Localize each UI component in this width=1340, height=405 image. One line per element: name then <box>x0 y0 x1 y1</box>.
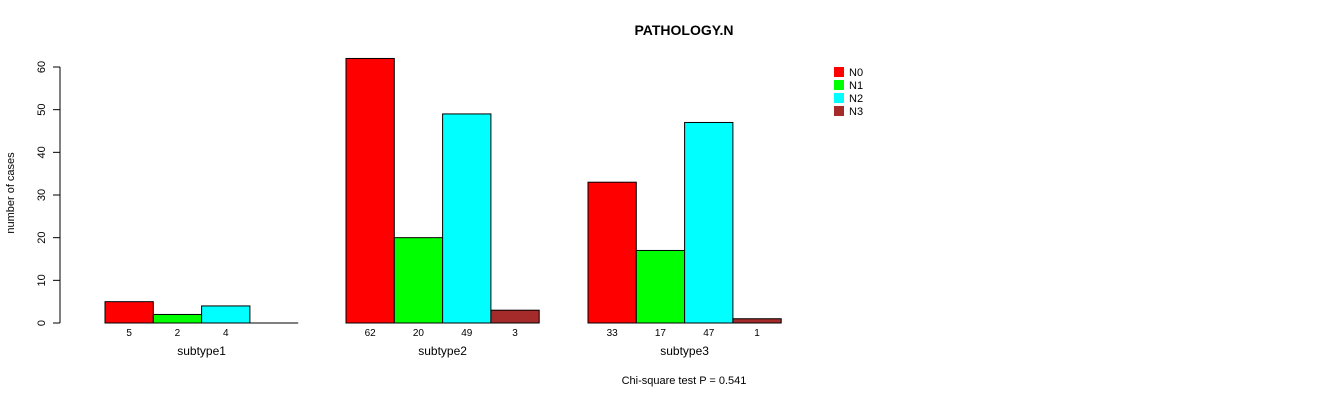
y-tick-label: 20 <box>36 232 48 244</box>
bar-subtype2-N3 <box>490 309 540 324</box>
legend-label-N0: N0 <box>849 67 863 79</box>
legend-swatch-N0 <box>834 67 844 77</box>
bar-subtype2-N0 <box>345 57 395 324</box>
legend-label-N1: N1 <box>849 80 863 92</box>
y-axis-ticks: 0 10 20 30 40 50 60 <box>36 61 60 326</box>
chi-square-annotation: Chi-square test P = 0.541 <box>622 375 747 387</box>
bar-value-labels: 5 2 4 62 20 49 3 33 17 47 1 <box>126 328 760 339</box>
legend-swatch-N1 <box>834 80 844 90</box>
y-tick-label: 60 <box>36 61 48 73</box>
y-tick-label: 40 <box>36 146 48 158</box>
chart-title: PATHOLOGY.N <box>634 22 733 38</box>
bar-value-label: 1 <box>754 328 760 339</box>
bar-value-label: 20 <box>413 328 425 339</box>
bar-subtype3-N0 <box>587 181 637 324</box>
bar-value-label: 3 <box>512 328 518 339</box>
bar-value-label: 47 <box>703 328 715 339</box>
bar-subtype3-N1 <box>635 249 686 324</box>
y-tick-label: 50 <box>36 104 48 116</box>
group-label-subtype2: subtype2 <box>418 344 467 358</box>
legend-label-N2: N2 <box>849 93 863 105</box>
y-axis-label: number of cases <box>5 152 17 234</box>
y-tick-label: 0 <box>36 320 48 326</box>
legend-swatch-N3 <box>834 106 844 116</box>
group-labels: subtype1 subtype2 subtype3 <box>177 344 709 358</box>
y-tick-label: 10 <box>36 274 48 286</box>
bar-subtype2-N2 <box>442 113 492 324</box>
bar-value-label: 17 <box>655 328 667 339</box>
y-tick-label: 30 <box>36 189 48 201</box>
bar-value-label: 4 <box>223 328 229 339</box>
legend-swatch-N2 <box>834 93 844 103</box>
bar-value-label: 49 <box>461 328 473 339</box>
bar-value-label: 2 <box>175 328 181 339</box>
legend-label-N3: N3 <box>849 106 863 118</box>
bar-subtype1-N0 <box>104 301 154 324</box>
bar-subtype2-N1 <box>393 237 444 324</box>
bar-subtype1-N2 <box>201 305 251 324</box>
bar-value-label: 33 <box>607 328 619 339</box>
bar-groups <box>104 57 782 324</box>
bar-subtype1-N1 <box>152 313 203 324</box>
bar-subtype3-N2 <box>684 121 734 324</box>
bar-value-label: 5 <box>126 328 132 339</box>
bar-value-label: 62 <box>365 328 377 339</box>
group-label-subtype3: subtype3 <box>660 344 709 358</box>
bar-subtype3-N3 <box>732 318 782 324</box>
group-label-subtype1: subtype1 <box>177 344 226 358</box>
